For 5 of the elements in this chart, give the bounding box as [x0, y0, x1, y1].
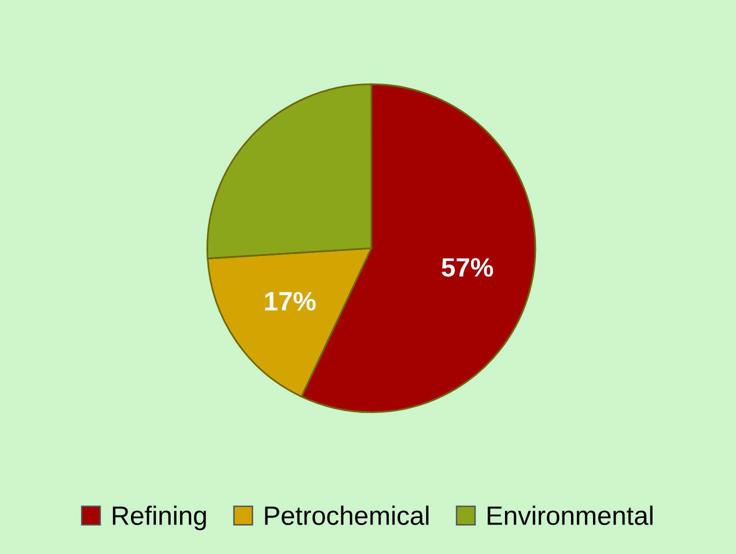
- legend-label: Petrochemical: [265, 506, 428, 526]
- legend-label: Environmental: [488, 506, 653, 526]
- data-label: 57%: [442, 258, 494, 277]
- legend-label: Refining: [112, 506, 206, 530]
- data-label: 17%: [265, 292, 316, 311]
